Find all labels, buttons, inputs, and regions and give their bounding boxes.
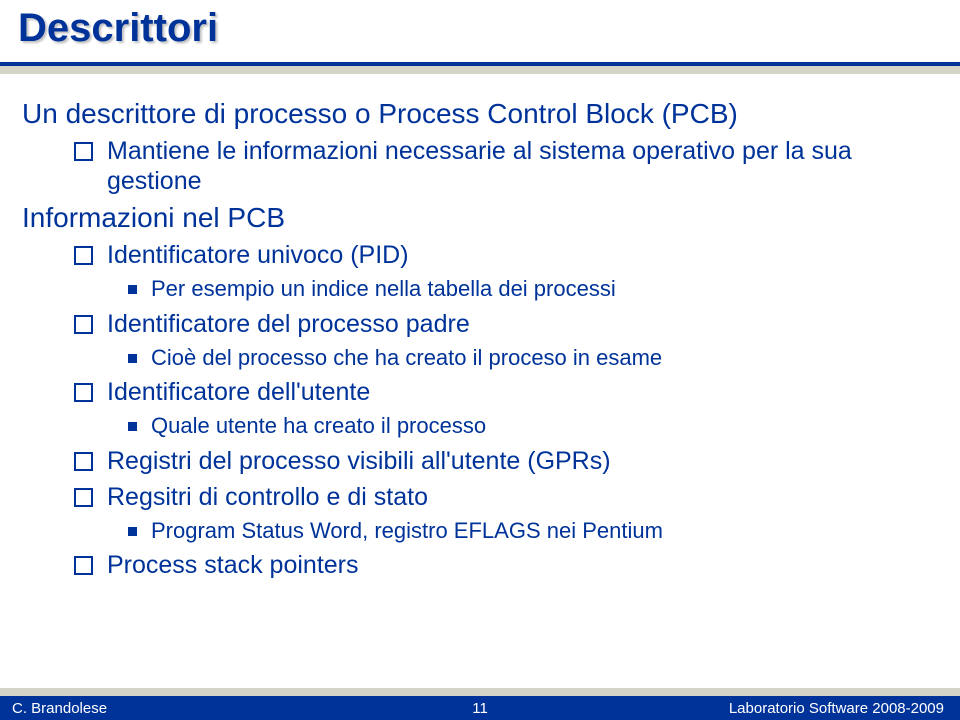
bullet-l2: Identificatore univoco (PID)	[74, 240, 922, 270]
slide-content: Un descrittore di processo o Process Con…	[22, 98, 922, 586]
square-bullet-icon	[74, 142, 93, 161]
square-bullet-icon	[74, 246, 93, 265]
bullet-l3-text: Quale utente ha creato il processo	[151, 413, 486, 439]
footer-author: C. Brandolese	[12, 700, 107, 717]
bullet-l3-text: Program Status Word, registro EFLAGS nei…	[151, 518, 663, 544]
bullet-l2-text: Registri del processo visibili all'utent…	[107, 446, 611, 476]
square-bullet-icon	[74, 488, 93, 507]
bullet-l2: Process stack pointers	[74, 550, 922, 580]
slide: Descrittori Un descrittore di processo o…	[0, 0, 960, 720]
dot-bullet-icon	[128, 422, 137, 431]
dot-bullet-icon	[128, 527, 137, 536]
bullet-l2: Identificatore del processo padre	[74, 309, 922, 339]
bullet-l2: Mantiene le informazioni necessarie al s…	[74, 136, 922, 196]
bullet-l2-text: Identificatore dell'utente	[107, 377, 370, 407]
square-bullet-icon	[74, 383, 93, 402]
bullet-l2: Regsitri di controllo e di stato	[74, 482, 922, 512]
footer-bar: C. Brandolese 11 Laboratorio Software 20…	[0, 696, 960, 720]
bullet-l3: Cioè del processo che ha creato il proce…	[128, 345, 922, 371]
bullet-l3-text: Cioè del processo che ha creato il proce…	[151, 345, 662, 371]
bullet-l3: Program Status Word, registro EFLAGS nei…	[128, 518, 922, 544]
bullet-l2-text: Mantiene le informazioni necessarie al s…	[107, 136, 922, 196]
bullet-l3: Per esempio un indice nella tabella dei …	[128, 276, 922, 302]
footer-rule-light	[0, 688, 960, 696]
square-bullet-icon	[74, 315, 93, 334]
footer-course: Laboratorio Software 2008-2009	[729, 700, 944, 717]
bullet-l3-text: Per esempio un indice nella tabella dei …	[151, 276, 616, 302]
bullet-l2-text: Identificatore del processo padre	[107, 309, 470, 339]
square-bullet-icon	[74, 452, 93, 471]
dot-bullet-icon	[128, 354, 137, 363]
bullet-l2: Registri del processo visibili all'utent…	[74, 446, 922, 476]
bullet-l1: Un descrittore di processo o Process Con…	[22, 98, 922, 130]
bullet-l2-text: Regsitri di controllo e di stato	[107, 482, 428, 512]
bullet-l2: Identificatore dell'utente	[74, 377, 922, 407]
footer-page-number: 11	[472, 700, 488, 717]
bullet-l1: Informazioni nel PCB	[22, 202, 922, 234]
bullet-l3: Quale utente ha creato il processo	[128, 413, 922, 439]
dot-bullet-icon	[128, 285, 137, 294]
bullet-l2-text: Identificatore univoco (PID)	[107, 240, 409, 270]
title-rule-light	[0, 66, 960, 74]
square-bullet-icon	[74, 556, 93, 575]
bullet-l2-text: Process stack pointers	[107, 550, 359, 580]
slide-title: Descrittori	[18, 6, 218, 51]
